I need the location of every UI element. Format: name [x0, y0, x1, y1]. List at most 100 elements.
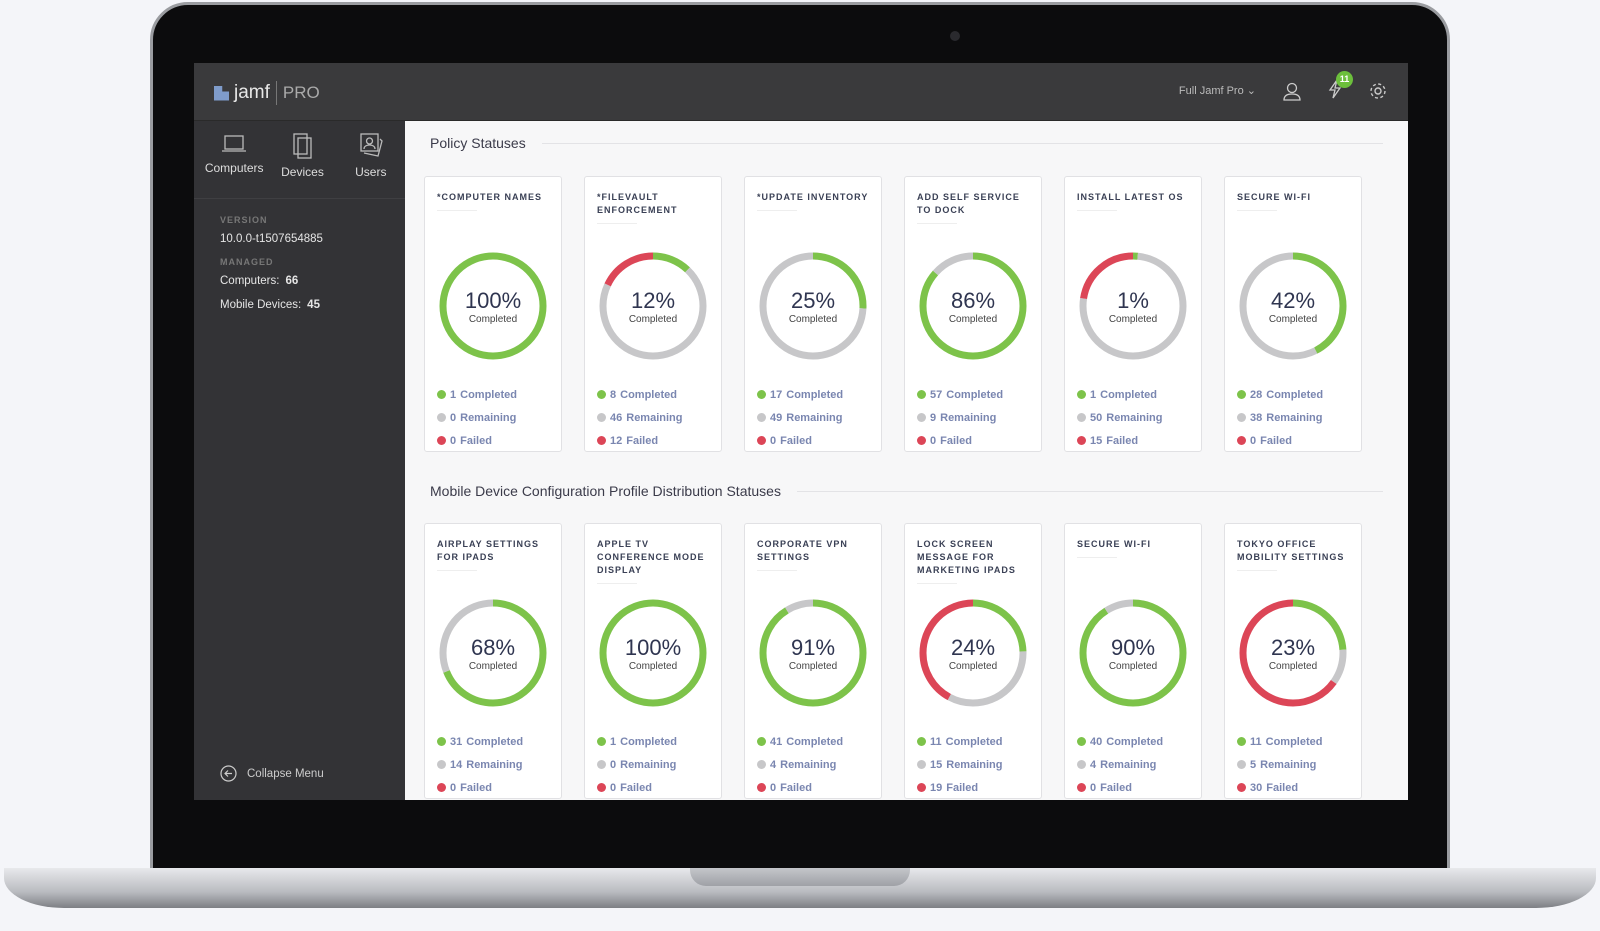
legend-remaining[interactable]: 4 Remaining	[1077, 753, 1189, 776]
legend-remaining[interactable]: 15 Remaining	[917, 753, 1029, 776]
status-card[interactable]: CORPORATE VPN SETTINGS 91% Completed 41 Co…	[744, 523, 882, 799]
failed-count: 0	[1090, 781, 1097, 794]
status-card[interactable]: INSTALL LATEST OS 1% Completed 1 Completed…	[1064, 176, 1202, 452]
legend-completed[interactable]: 11 Completed	[1237, 730, 1349, 753]
legend-label: Completed	[620, 735, 677, 748]
legend-failed[interactable]: 0 Failed	[757, 429, 869, 452]
dot-icon	[1237, 737, 1246, 746]
legend-label: Completed	[620, 388, 677, 401]
status-card[interactable]: *FILEVAULT ENFORCEMENT 12% Completed 8 Com…	[584, 176, 722, 452]
lightning-icon	[1328, 79, 1342, 99]
legend-label: Failed	[940, 434, 972, 447]
legend-completed[interactable]: 28 Completed	[1237, 383, 1349, 406]
legend-failed[interactable]: 0 Failed	[1077, 776, 1189, 799]
legend-remaining[interactable]: 49 Remaining	[757, 406, 869, 429]
legend-label: Failed	[626, 434, 659, 447]
legend-label: Remaining	[1106, 411, 1163, 424]
legend-remaining[interactable]: 38 Remaining	[1237, 406, 1349, 429]
legend-label: Completed	[1265, 735, 1323, 748]
legend-failed[interactable]: 12 Failed	[597, 429, 709, 452]
legend-failed[interactable]: 19 Failed	[917, 776, 1029, 799]
legend: 11 Completed 15 Remaining 19 Failed	[917, 730, 1029, 799]
collapse-label: Collapse Menu	[247, 767, 324, 780]
completed-count: 11	[930, 735, 942, 748]
notifications-button[interactable]: 11	[1328, 71, 1353, 102]
nav-computers[interactable]: Computers	[200, 133, 268, 198]
legend-completed[interactable]: 17 Completed	[757, 383, 869, 406]
nav-devices[interactable]: Devices	[268, 133, 336, 198]
logo-pro: PRO	[282, 83, 320, 102]
donut-chart: 91% Completed	[756, 596, 870, 710]
gear-icon[interactable]	[1368, 81, 1388, 101]
legend-failed[interactable]: 30 Failed	[1237, 776, 1349, 799]
mobile-count: 45	[307, 299, 320, 311]
completed-count: 1	[450, 388, 457, 401]
legend-remaining[interactable]: 46 Remaining	[597, 406, 709, 429]
failed-count: 0	[610, 781, 617, 794]
legend-remaining[interactable]: 0 Remaining	[437, 406, 549, 429]
legend-completed[interactable]: 1 Completed	[597, 730, 709, 753]
status-card[interactable]: SECURE WI-FI 42% Completed 28 Completed 38…	[1224, 176, 1362, 452]
legend-completed[interactable]: 57 Completed	[917, 383, 1029, 406]
status-card[interactable]: LOCK SCREEN MESSAGE FOR MARKETING IPADS …	[904, 523, 1042, 799]
legend: 11 Completed 5 Remaining 30 Failed	[1237, 730, 1349, 799]
legend-completed[interactable]: 41 Completed	[757, 730, 869, 753]
legend-remaining[interactable]: 4 Remaining	[757, 753, 869, 776]
account-dropdown[interactable]: Full Jamf Pro ⌄	[1179, 84, 1256, 97]
status-card[interactable]: AIRPLAY SETTINGS FOR IPADS 68% Completed …	[424, 523, 562, 799]
percent-completed: 12%	[630, 287, 676, 313]
donut-chart: 42% Completed	[1236, 249, 1350, 363]
section-title: Policy Statuses	[430, 135, 1383, 151]
legend-failed[interactable]: 0 Failed	[597, 776, 709, 799]
legend-completed[interactable]: 40 Completed	[1077, 730, 1189, 753]
legend-remaining[interactable]: 0 Remaining	[597, 753, 709, 776]
remaining-count: 15	[930, 758, 943, 771]
legend-failed[interactable]: 0 Failed	[437, 429, 549, 452]
legend-completed[interactable]: 8 Completed	[597, 383, 709, 406]
nav-users[interactable]: Users	[337, 133, 405, 198]
legend-completed[interactable]: 11 Completed	[917, 730, 1029, 753]
user-icon[interactable]	[1282, 81, 1302, 101]
legend-failed[interactable]: 0 Failed	[437, 776, 549, 799]
legend-remaining[interactable]: 14 Remaining	[437, 753, 549, 776]
jamf-pro-logo[interactable]: jamf PRO	[214, 81, 320, 105]
completed-count: 1	[610, 735, 617, 748]
legend-remaining[interactable]: 50 Remaining	[1077, 406, 1189, 429]
managed-computers: Computers: 66	[220, 275, 405, 287]
remaining-count: 4	[770, 758, 777, 771]
failed-count: 12	[610, 434, 623, 447]
ring-segment-remaining	[1079, 599, 1187, 707]
legend-failed[interactable]: 0 Failed	[757, 776, 869, 799]
sidebar-nav: Computers Devices Users	[194, 121, 405, 199]
dot-icon	[1077, 390, 1086, 399]
ring-segment-remaining	[759, 252, 867, 360]
dot-icon	[437, 760, 446, 769]
collapse-menu-button[interactable]: Collapse Menu	[220, 765, 324, 782]
legend-failed[interactable]: 15 Failed	[1077, 429, 1189, 452]
dot-icon	[917, 783, 926, 792]
status-card[interactable]: *COMPUTER NAMES 100% Completed 1 Completed…	[424, 176, 562, 452]
donut-chart: 25% Completed	[756, 249, 870, 363]
ring-segment-completed	[439, 252, 547, 360]
legend-remaining[interactable]: 5 Remaining	[1237, 753, 1349, 776]
percent-completed: 42%	[1270, 287, 1316, 313]
legend-failed[interactable]: 0 Failed	[917, 429, 1029, 452]
status-card[interactable]: ADD SELF SERVICE TO DOCK 86% Completed 57…	[904, 176, 1042, 452]
legend-label: Remaining	[460, 411, 517, 424]
legend-completed[interactable]: 1 Completed	[437, 383, 549, 406]
legend-label: Remaining	[1266, 411, 1323, 424]
legend-completed[interactable]: 31 Completed	[437, 730, 549, 753]
legend-remaining[interactable]: 9 Remaining	[917, 406, 1029, 429]
status-card[interactable]: TOKYO OFFICE MOBILITY SETTINGS 23% Comple…	[1224, 523, 1362, 799]
legend-label: Failed	[780, 781, 812, 794]
version-value: 10.0.0-t1507654885	[220, 233, 323, 245]
camera	[950, 31, 960, 41]
status-card[interactable]: *UPDATE INVENTORY 25% Completed 17 Complet…	[744, 176, 882, 452]
legend-completed[interactable]: 1 Completed	[1077, 383, 1189, 406]
status-card[interactable]: APPLE TV CONFERENCE MODE DISPLAY 100% Com…	[584, 523, 722, 799]
legend-failed[interactable]: 0 Failed	[1237, 429, 1349, 452]
legend: 1 Completed 0 Remaining 0 Failed	[597, 730, 709, 799]
legend: 40 Completed 4 Remaining 0 Failed	[1077, 730, 1189, 799]
card-title: TOKYO OFFICE MOBILITY SETTINGS	[1237, 538, 1349, 582]
